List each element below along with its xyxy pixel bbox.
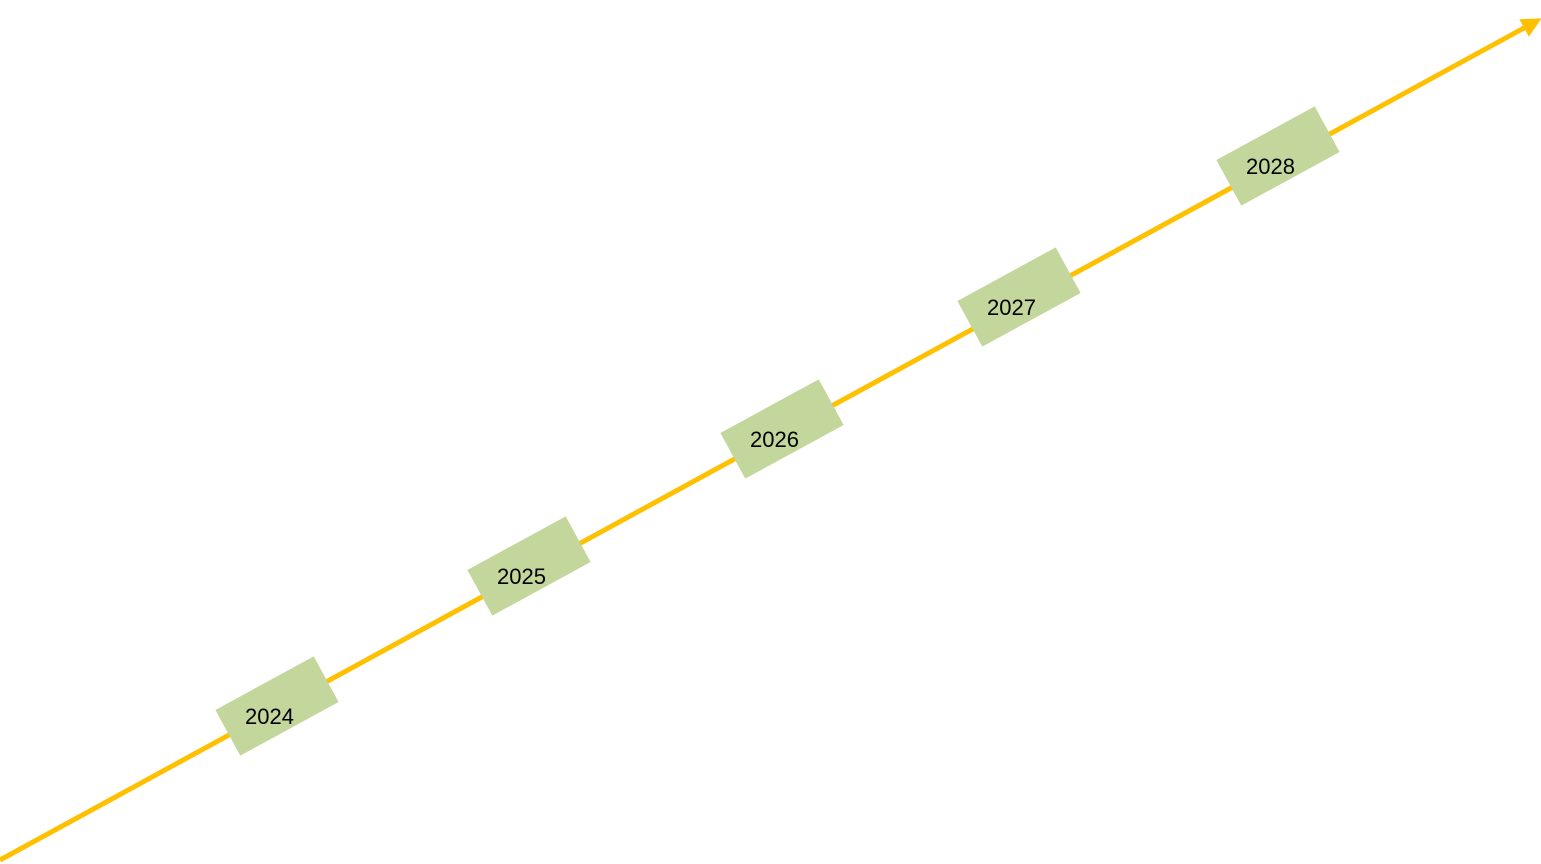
milestone-2026: 2026 — [720, 379, 844, 479]
milestone-year-label: 2024 — [245, 704, 294, 729]
milestone-marker — [467, 516, 591, 616]
milestone-2024: 2024 — [215, 656, 339, 756]
milestone-marker — [957, 247, 1081, 347]
milestone-2025: 2025 — [467, 516, 591, 616]
milestone-year-label: 2026 — [750, 427, 799, 452]
milestone-2027: 2027 — [957, 247, 1081, 347]
milestone-2028: 2028 — [1216, 106, 1340, 206]
milestone-marker — [720, 379, 844, 479]
milestone-marker — [1216, 106, 1340, 206]
milestone-year-label: 2028 — [1246, 154, 1295, 179]
milestone-year-label: 2027 — [987, 295, 1036, 320]
milestone-marker — [215, 656, 339, 756]
milestone-year-label: 2025 — [497, 564, 546, 589]
